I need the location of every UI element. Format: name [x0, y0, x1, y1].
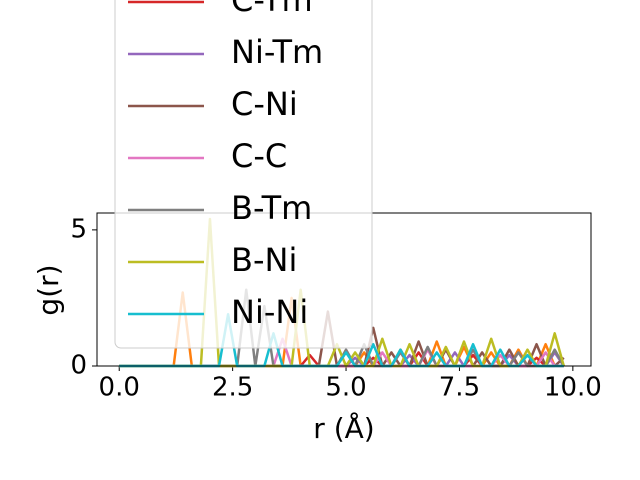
legend-label: B-Ni [231, 241, 297, 279]
legend-label: B-Tm [231, 189, 312, 227]
legend-label: C-Tm [231, 0, 313, 19]
legend-label: C-Ni [231, 85, 298, 123]
x-tick-label: 0.0 [99, 373, 140, 403]
y-tick-label: 0 [70, 351, 87, 381]
legend-label: C-C [231, 137, 287, 175]
legend-label: Ni-Ni [231, 293, 308, 331]
x-tick-label: 10.0 [544, 373, 602, 403]
x-tick-label: 2.5 [212, 373, 253, 403]
y-tick-label: 5 [70, 214, 87, 244]
y-axis-label: g(r) [32, 264, 65, 315]
x-tick-label: 7.5 [439, 373, 480, 403]
x-axis-label: r (Å) [313, 411, 374, 445]
x-tick-label: 5.0 [325, 373, 366, 403]
legend-label: Ni-Tm [231, 33, 323, 71]
